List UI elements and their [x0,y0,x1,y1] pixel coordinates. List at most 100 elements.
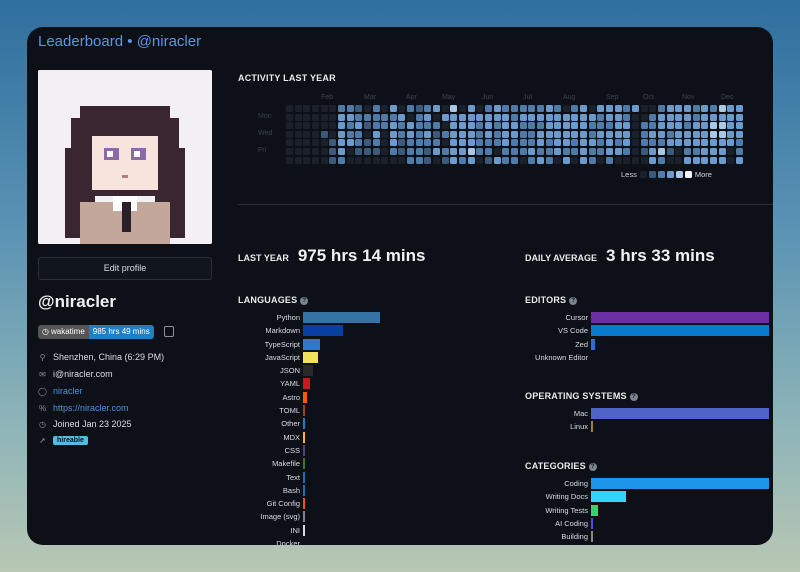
activity-day-cell[interactable] [545,148,553,155]
activity-day-cell[interactable] [424,113,432,121]
activity-day-cell[interactable] [346,156,354,164]
activity-day-cell[interactable] [692,148,700,155]
activity-day-cell[interactable] [381,105,389,112]
activity-day-cell[interactable] [502,130,510,138]
activity-day-cell[interactable] [476,113,484,121]
activity-day-cell[interactable] [363,139,371,147]
activity-day-cell[interactable] [294,122,302,130]
activity-day-cell[interactable] [320,139,328,147]
activity-day-cell[interactable] [580,139,588,147]
activity-day-cell[interactable] [623,130,631,138]
activity-day-cell[interactable] [640,139,648,147]
activity-day-cell[interactable] [294,113,302,121]
activity-day-cell[interactable] [415,148,423,155]
activity-day-cell[interactable] [337,156,345,164]
activity-day-cell[interactable] [545,130,553,138]
activity-day-cell[interactable] [441,148,449,155]
categories-row[interactable]: AI Coding [525,517,773,530]
activity-day-cell[interactable] [606,156,614,164]
activity-day-cell[interactable] [683,105,691,112]
activity-day-cell[interactable] [649,105,657,112]
activity-day-cell[interactable] [459,105,466,112]
activity-day-cell[interactable] [675,156,683,164]
languages-row[interactable]: Python [238,311,398,324]
activity-day-cell[interactable] [415,130,423,138]
languages-row[interactable]: INI [238,524,398,537]
activity-day-cell[interactable] [597,130,605,138]
languages-row[interactable]: TOML [238,404,398,417]
activity-day-cell[interactable] [467,113,475,121]
activity-day-cell[interactable] [355,156,363,164]
activity-day-cell[interactable] [286,156,293,164]
activity-day-cell[interactable] [727,105,735,112]
activity-day-cell[interactable] [632,113,639,121]
activity-day-cell[interactable] [597,105,605,112]
activity-day-cell[interactable] [441,139,449,147]
activity-day-cell[interactable] [597,122,605,130]
activity-day-cell[interactable] [562,139,570,147]
activity-day-cell[interactable] [519,122,527,130]
activity-day-cell[interactable] [632,130,639,138]
activity-day-cell[interactable] [303,130,311,138]
activity-day-cell[interactable] [286,130,293,138]
activity-day-cell[interactable] [320,113,328,121]
activity-day-cell[interactable] [666,113,674,121]
categories-row[interactable]: Building [525,530,773,543]
activity-day-cell[interactable] [657,130,665,138]
activity-day-cell[interactable] [311,105,319,112]
activity-day-cell[interactable] [467,122,475,130]
copy-icon[interactable] [164,326,174,337]
activity-day-cell[interactable] [398,130,406,138]
activity-day-cell[interactable] [640,156,648,164]
activity-day-cell[interactable] [588,113,596,121]
activity-day-cell[interactable] [536,156,544,164]
activity-day-cell[interactable] [536,105,544,112]
activity-day-cell[interactable] [476,105,484,112]
categories-row[interactable]: Writing Docs [525,490,773,503]
activity-day-cell[interactable] [614,148,622,155]
activity-day-cell[interactable] [389,105,397,112]
activity-day-cell[interactable] [510,105,518,112]
activity-day-cell[interactable] [554,148,562,155]
activity-day-cell[interactable] [286,139,293,147]
activity-day-cell[interactable] [346,139,354,147]
activity-day-cell[interactable] [623,122,631,130]
activity-day-cell[interactable] [502,148,510,155]
activity-day-cell[interactable] [381,113,389,121]
languages-row[interactable]: YAML [238,377,398,390]
activity-day-cell[interactable] [329,122,337,130]
activity-day-cell[interactable] [450,105,458,112]
activity-day-cell[interactable] [606,113,614,121]
activity-day-cell[interactable] [294,130,302,138]
editors-row[interactable]: Unknown Editor [525,351,773,364]
activity-day-cell[interactable] [727,130,735,138]
activity-day-cell[interactable] [580,122,588,130]
activity-day-cell[interactable] [649,122,657,130]
activity-day-cell[interactable] [493,105,501,112]
activity-day-cell[interactable] [727,122,735,130]
activity-day-cell[interactable] [588,156,596,164]
activity-day-cell[interactable] [372,148,380,155]
editors-row[interactable]: Cursor [525,311,773,324]
activity-day-cell[interactable] [640,148,648,155]
activity-day-cell[interactable] [329,139,337,147]
activity-day-cell[interactable] [718,139,726,147]
languages-row[interactable]: Docker [238,537,398,545]
activity-day-cell[interactable] [433,122,441,130]
activity-day-cell[interactable] [683,148,691,155]
activity-day-cell[interactable] [459,122,466,130]
activity-day-cell[interactable] [657,156,665,164]
activity-day-cell[interactable] [640,105,648,112]
activity-day-cell[interactable] [580,105,588,112]
activity-day-cell[interactable] [433,113,441,121]
activity-day-cell[interactable] [484,156,492,164]
activity-day-cell[interactable] [675,122,683,130]
activity-day-cell[interactable] [701,113,709,121]
activity-day-cell[interactable] [528,122,536,130]
activity-day-cell[interactable] [372,156,380,164]
activity-day-cell[interactable] [614,139,622,147]
activity-day-cell[interactable] [562,130,570,138]
activity-day-cell[interactable] [632,122,639,130]
languages-row[interactable]: Astro [238,391,398,404]
activity-day-cell[interactable] [493,113,501,121]
